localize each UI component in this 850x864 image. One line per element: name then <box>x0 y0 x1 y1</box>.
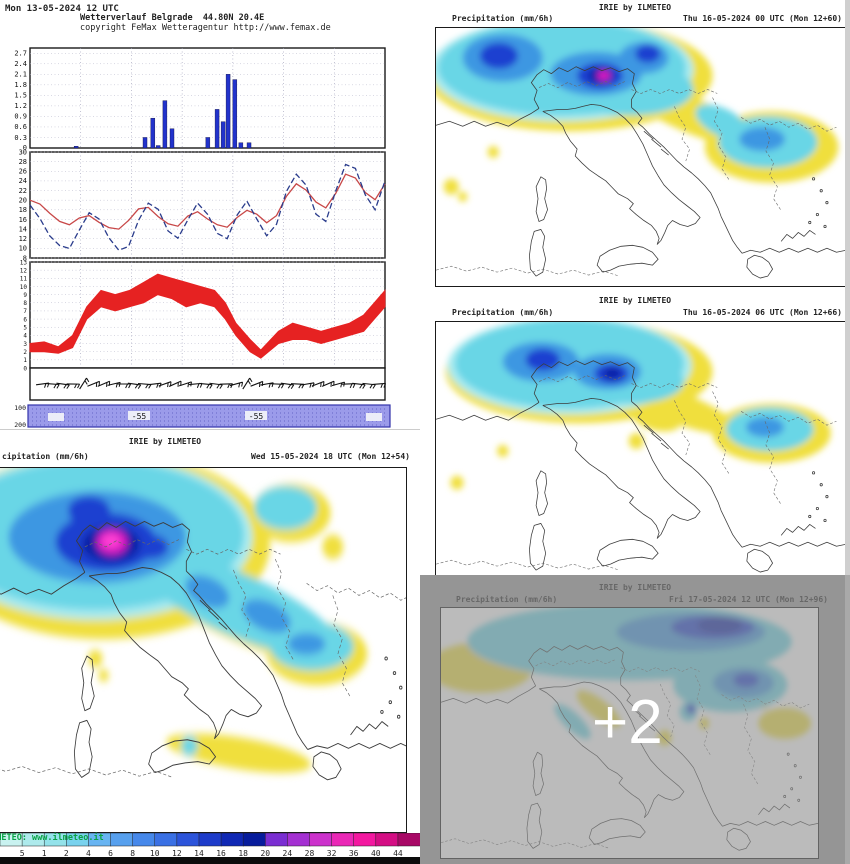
svg-text:10: 10 <box>150 849 160 858</box>
map-title: IRIE by ILMETEO <box>128 437 202 446</box>
svg-text:18: 18 <box>238 849 248 858</box>
svg-text:26: 26 <box>19 168 27 176</box>
svg-text:2: 2 <box>23 349 27 356</box>
svg-text:1.8: 1.8 <box>14 81 27 89</box>
svg-text:3: 3 <box>23 341 27 348</box>
map-caption-left: Precipitation (mm/6h) <box>452 308 554 317</box>
svg-text:4: 4 <box>86 849 91 858</box>
right-edge-strip <box>845 0 850 864</box>
svg-text:28: 28 <box>305 849 315 858</box>
svg-text:8: 8 <box>130 849 135 858</box>
svg-text:14: 14 <box>19 225 27 233</box>
svg-text:-55: -55 <box>249 412 264 421</box>
map-caption-left: cipitation (mm/6h) <box>2 452 89 461</box>
map-title: IRIE by ILMETEO <box>598 296 672 305</box>
svg-text:32: 32 <box>327 849 337 858</box>
map-title: IRIE by ILMETEO <box>598 3 672 12</box>
svg-text:100: 100 <box>14 404 26 412</box>
svg-text:16: 16 <box>19 216 27 224</box>
meteogram-station-title: Wetterverlauf Belgrade 44.80N 20.4E <box>80 13 265 23</box>
map-caption-row: cipitation (mm/6h) Wed 15-05-2024 18 UTC… <box>2 452 410 461</box>
svg-text:4: 4 <box>23 333 27 340</box>
svg-text:18: 18 <box>19 206 27 214</box>
map-caption-left: Precipitation (mm/6h) <box>452 14 554 23</box>
precipitation-colorbar: 5 1 2 4 6 8 10 12 14 16 18 20 24 28 32 36 40 44 <box>0 833 420 858</box>
svg-text:0: 0 <box>23 144 27 152</box>
meteogram-tile[interactable]: Mon 13-05-2024 12 UTC Wetterverlauf Belg… <box>0 0 420 430</box>
map-caption-row: Precipitation (mm/6h) Thu 16-05-2024 00 … <box>452 14 842 23</box>
svg-text:5: 5 <box>23 325 27 332</box>
svg-text:1.5: 1.5 <box>14 92 27 100</box>
map-canvas-thu00 <box>435 27 847 287</box>
svg-text:6: 6 <box>23 316 27 323</box>
svg-text:44: 44 <box>393 849 403 858</box>
svg-text:13: 13 <box>20 259 28 266</box>
map-canvas-thu06 <box>435 321 847 575</box>
svg-text:20: 20 <box>260 849 270 858</box>
svg-text:24: 24 <box>19 177 27 185</box>
bottom-black-bar <box>0 857 420 864</box>
meteogram-copyright: copyright FeMax Wetteragentur http://www… <box>80 23 331 33</box>
svg-text:9: 9 <box>23 292 27 299</box>
svg-text:12: 12 <box>172 849 182 858</box>
meteogram-datetime: Mon 13-05-2024 12 UTC <box>5 4 119 14</box>
ilmeteo-watermark: ILMETEO: www.ilmeteo.it <box>0 833 104 843</box>
divider-line <box>0 429 420 430</box>
svg-text:2.1: 2.1 <box>14 71 27 79</box>
map-caption-row: Precipitation (mm/6h) Thu 16-05-2024 06 … <box>452 308 842 317</box>
svg-text:2.4: 2.4 <box>14 60 27 68</box>
svg-text:1: 1 <box>23 357 27 364</box>
svg-text:28: 28 <box>19 158 27 166</box>
svg-text:-55: -55 <box>132 412 147 421</box>
svg-text:2: 2 <box>64 849 69 858</box>
svg-text:2.7: 2.7 <box>14 50 27 58</box>
svg-text:0: 0 <box>23 365 27 372</box>
map-canvas-large <box>0 467 407 833</box>
svg-text:36: 36 <box>349 849 359 858</box>
svg-text:1: 1 <box>42 849 47 858</box>
svg-text:0.3: 0.3 <box>14 134 27 142</box>
svg-text:20: 20 <box>19 196 27 204</box>
svg-text:6: 6 <box>108 849 113 858</box>
svg-text:1.2: 1.2 <box>14 102 27 110</box>
svg-text:16: 16 <box>216 849 226 858</box>
svg-text:30: 30 <box>19 148 27 156</box>
svg-text:22: 22 <box>19 187 27 195</box>
map-tile-large[interactable]: IRIE by ILMETEO cipitation (mm/6h) Wed 1… <box>0 430 420 864</box>
svg-text:14: 14 <box>194 849 204 858</box>
svg-text:8: 8 <box>23 300 27 307</box>
meteogram-chart: 0.30.60.91.21.51.82.12.42.70810121416182… <box>14 47 391 429</box>
map-tile-thu00[interactable]: IRIE by ILMETEO Precipitation (mm/6h) Th… <box>420 0 850 287</box>
svg-text:12: 12 <box>19 235 27 243</box>
gray-overlay <box>420 575 850 864</box>
map-caption-right: Thu 16-05-2024 06 UTC (Mon 12+66) <box>683 308 842 317</box>
map-caption-right: Wed 15-05-2024 18 UTC (Mon 12+54) <box>251 452 410 461</box>
svg-text:7: 7 <box>23 308 27 315</box>
svg-text:11: 11 <box>20 276 28 283</box>
svg-text:200: 200 <box>14 421 26 429</box>
svg-text:0.6: 0.6 <box>14 123 27 131</box>
svg-text:10: 10 <box>20 284 28 291</box>
svg-text:40: 40 <box>371 849 381 858</box>
svg-text:24: 24 <box>283 849 293 858</box>
svg-text:12: 12 <box>20 267 28 274</box>
map-tile-fri12-more[interactable]: IRIE by ILMETEO Precipitation (mm/6h) Fr… <box>420 575 850 864</box>
map-caption-right: Thu 16-05-2024 00 UTC (Mon 12+60) <box>683 14 842 23</box>
more-images-overlay[interactable]: +2 <box>592 688 663 757</box>
map-tile-thu06[interactable]: IRIE by ILMETEO Precipitation (mm/6h) Th… <box>420 287 850 575</box>
svg-text:5: 5 <box>20 849 25 858</box>
svg-text:0.9: 0.9 <box>14 113 27 121</box>
svg-text:10: 10 <box>19 245 27 253</box>
svg-text:8: 8 <box>23 254 27 262</box>
